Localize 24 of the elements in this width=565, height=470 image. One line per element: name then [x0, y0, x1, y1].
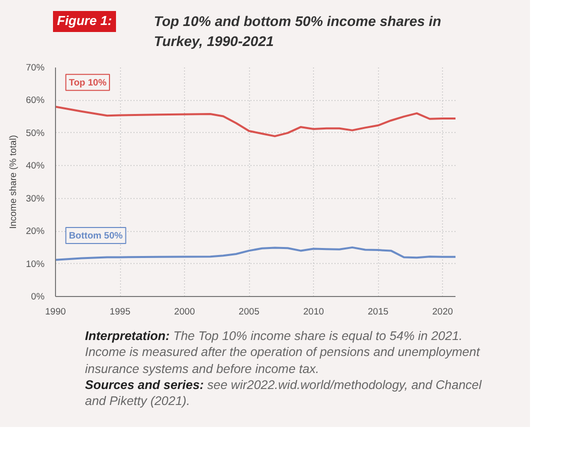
chart-title: Top 10% and bottom 50% income shares in Turkey, 1990-2021 [154, 12, 442, 51]
line-series [56, 106, 456, 138]
y-tick-label: 30% [26, 193, 44, 204]
y-axis-title: Income share (% total) [8, 135, 18, 229]
x-tick-label: 2010 [303, 306, 324, 316]
line-series [56, 246, 456, 261]
x-tick-label: 2020 [432, 306, 453, 316]
x-tick-label: 1990 [45, 306, 66, 316]
y-tick-label: 70% [26, 62, 44, 72]
text: Sources and series: see wir2022.wid.world/methodology, and Chancel and Piketty (2021). [85, 378, 482, 408]
y-tick-label: 0% [31, 292, 44, 302]
text: Top 10% [68, 77, 108, 88]
y-tick-label: 10% [26, 258, 44, 269]
x-tick-label: 2000 [174, 306, 195, 316]
y-tick-label: 50% [26, 128, 44, 138]
x-tick-label: 2005 [238, 306, 260, 316]
text: Interpretation: The Top 10% income share is equal to 54% in 2021. Income is measured after the operation of pensions and unemployment insurance systems and before income tax. [85, 328, 482, 377]
x-tick-label: 1995 [110, 306, 130, 316]
y-tick-label: 20% [26, 226, 44, 236]
series-label: Bottom 50% [68, 230, 124, 241]
x-tick-label: 2015 [368, 306, 388, 316]
y-tick-label: 60% [26, 95, 44, 106]
caption: Figure 1: [53, 11, 116, 32]
y-tick-label: 40% [26, 160, 44, 171]
